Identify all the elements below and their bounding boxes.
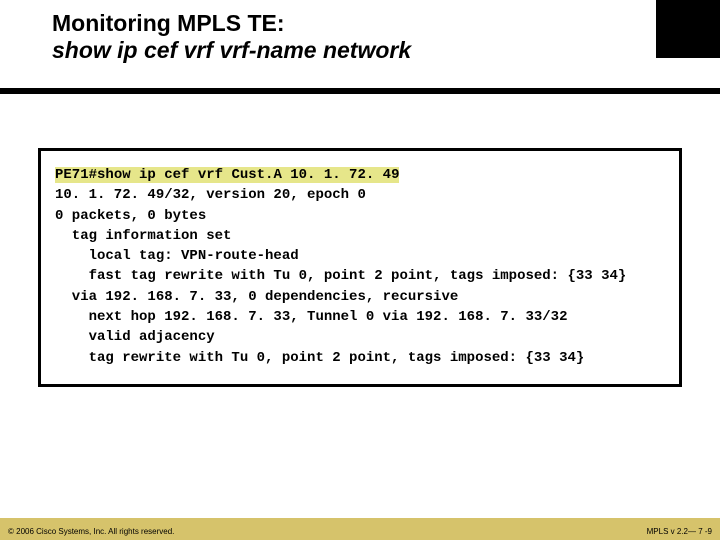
terminal-line: next hop 192. 168. 7. 33, Tunnel 0 via 1… <box>55 309 567 325</box>
terminal-command: show ip cef vrf Cust.A 10. 1. 72. 49 <box>97 167 399 183</box>
terminal-line: tag information set <box>55 228 231 244</box>
slide-title: Monitoring MPLS TE: show ip cef vrf vrf-… <box>52 10 411 64</box>
terminal-line: 10. 1. 72. 49/32, version 20, epoch 0 <box>55 187 366 203</box>
terminal-line: local tag: VPN-route-head <box>55 248 299 264</box>
terminal-line: via 192. 168. 7. 33, 0 dependencies, rec… <box>55 289 458 305</box>
slide: Monitoring MPLS TE: show ip cef vrf vrf-… <box>0 0 720 540</box>
terminal-line: fast tag rewrite with Tu 0, point 2 poin… <box>55 268 626 284</box>
title-underline <box>0 88 720 94</box>
terminal-line: tag rewrite with Tu 0, point 2 point, ta… <box>55 350 584 366</box>
title-command-prefix: show ip cef vrf <box>52 37 219 63</box>
footer-copyright: © 2006 Cisco Systems, Inc. All rights re… <box>8 527 174 536</box>
terminal-prompt: PE71# <box>55 167 97 183</box>
terminal-pre: PE71#show ip cef vrf Cust.A 10. 1. 72. 4… <box>55 165 665 368</box>
terminal-line: valid adjacency <box>55 329 215 345</box>
footer-page-ref: MPLS v 2.2— 7 -9 <box>647 527 712 536</box>
title-command-args: vrf-name network <box>219 37 411 63</box>
terminal-prompt-and-command: PE71#show ip cef vrf Cust.A 10. 1. 72. 4… <box>55 167 399 183</box>
terminal-output-box: PE71#show ip cef vrf Cust.A 10. 1. 72. 4… <box>38 148 682 387</box>
footer-bar: © 2006 Cisco Systems, Inc. All rights re… <box>0 518 720 540</box>
title-line-1: Monitoring MPLS TE: <box>52 10 411 37</box>
terminal-line: 0 packets, 0 bytes <box>55 208 206 224</box>
title-band: Monitoring MPLS TE: show ip cef vrf vrf-… <box>0 0 720 94</box>
title-line-2: show ip cef vrf vrf-name network <box>52 37 411 64</box>
